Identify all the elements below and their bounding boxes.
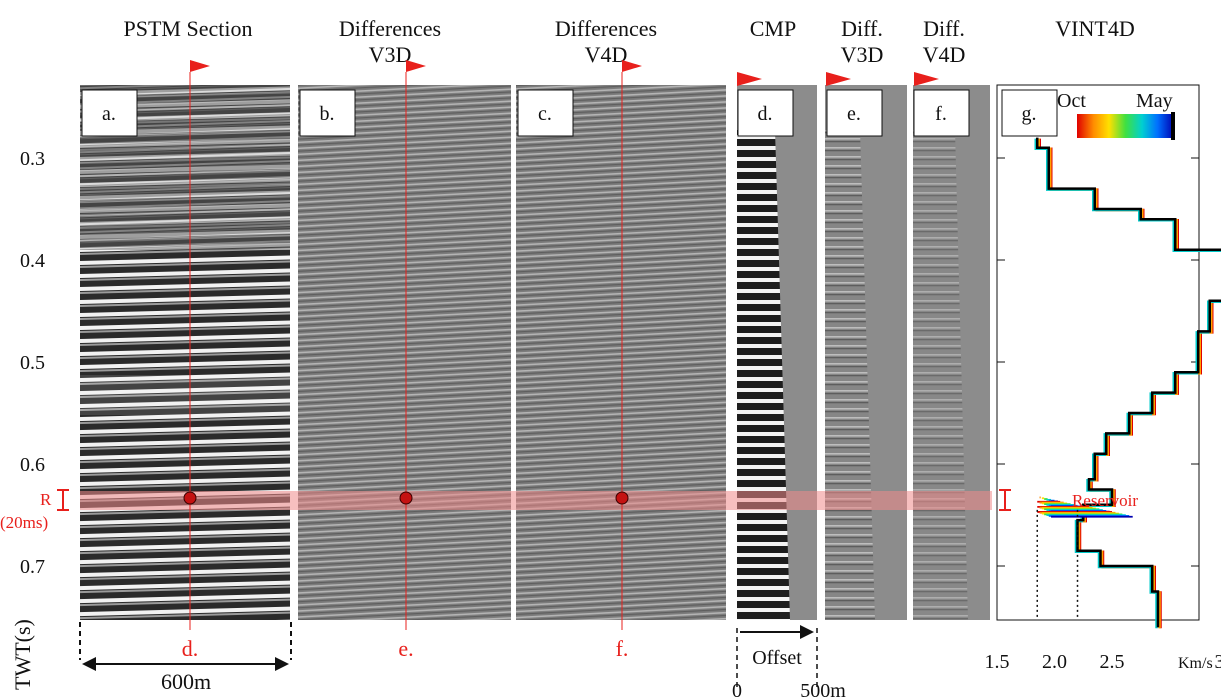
velocity-x-ticks: 1.5 2.0 2.5 3.5 [985,651,1221,673]
flag-diff-v4d [914,72,939,86]
title-diff-v3d-line2: V3D [841,42,884,67]
svg-text:a.: a. [102,103,116,125]
panel-a-pstm-section [80,85,290,620]
panel-label-e: e. [826,89,883,137]
offset-end-label: 500m [800,680,846,699]
offset-scale [736,625,818,690]
velocity-profile-line [1036,137,1221,628]
distance-scale-label: 600m [161,669,211,694]
title-differences-v3d-line1: Differences [339,16,441,41]
flag-diff-v3d [826,72,851,86]
velocity-unit: Km/s [1178,655,1213,672]
panel-label-f: f. [913,89,970,137]
svg-text:g.: g. [1022,103,1037,125]
panel-g-velocity-frame [996,84,1200,621]
velocity-x-tick-label: 2.0 [1042,651,1067,673]
title-differences-v4d-line2: V4D [585,42,628,67]
panel-c-differences-v4d [516,85,726,620]
reservoir-band [80,491,992,510]
svg-text:c.: c. [538,103,552,125]
panel-f-diff-v4d [913,85,990,620]
title-differences-v3d-line2: V3D [369,42,412,67]
reservoir-label: Reservoir [1072,491,1138,510]
title-diff-v4d-line1: Diff. [923,16,965,41]
svg-text:f.: f. [935,103,947,125]
velocity-x-tick-label: 3.5 [1215,651,1221,673]
velocity-y-ticks [997,157,1199,567]
reservoir-bracket-right [999,489,1011,511]
colorbar-end-mark [1171,112,1175,140]
title-cmp: CMP [750,16,796,41]
reservoir-thickness-label: (20ms) [0,513,48,532]
title-diff-v4d-line2: V4D [923,42,966,67]
panel-label-d: d. [737,89,794,137]
svg-text:b.: b. [320,103,335,125]
colorbar [1077,114,1174,138]
panel-e-diff-v3d [825,85,907,620]
panel-d-cmp-gather [737,85,817,620]
reservoir-short-label: R [40,490,52,509]
svg-text:d.: d. [758,103,773,125]
velocity-x-tick-label: 2.5 [1100,651,1125,673]
y-tick-label: 0.3 [20,148,45,170]
trace-line-d [183,60,210,630]
y-axis-label: TWT(s) [10,619,35,690]
trace-line-e [399,60,426,630]
offset-label: Offset [752,647,802,669]
panel-label-b: b. [299,89,356,137]
title-pstm-section: PSTM Section [124,16,253,41]
offset-start-label: 0 [732,680,742,699]
velocity-dotted-markers [1036,509,1079,620]
svg-text:e.: e. [847,103,861,125]
title-differences-v4d-line1: Differences [555,16,657,41]
flag-cmp [737,72,762,86]
colorbar-end-label: May [1136,90,1173,112]
trace-marker-d: d. [182,636,199,661]
twt-y-ticks: 0.3 0.4 0.5 0.6 0.7 [20,148,45,578]
colorbar-start-label: Oct [1057,90,1086,112]
panel-label-c: c. [517,89,574,137]
y-tick-label: 0.4 [20,250,45,272]
velocity-x-tick-label: 1.5 [985,651,1010,673]
distance-scale [79,622,292,671]
panel-label-g: g. [1001,89,1058,137]
panel-b-differences-v3d [298,85,511,620]
title-vint4d: VINT4D [1055,16,1134,41]
trace-marker-f: f. [616,636,629,661]
y-tick-label: 0.7 [20,556,45,578]
title-diff-v3d-line1: Diff. [841,16,883,41]
trace-marker-e: e. [398,636,413,661]
y-tick-label: 0.5 [20,352,45,374]
panel-label-a: a. [81,89,138,137]
y-tick-label: 0.6 [20,454,45,476]
reservoir-bracket-left [57,489,69,511]
trace-line-f [615,60,642,630]
